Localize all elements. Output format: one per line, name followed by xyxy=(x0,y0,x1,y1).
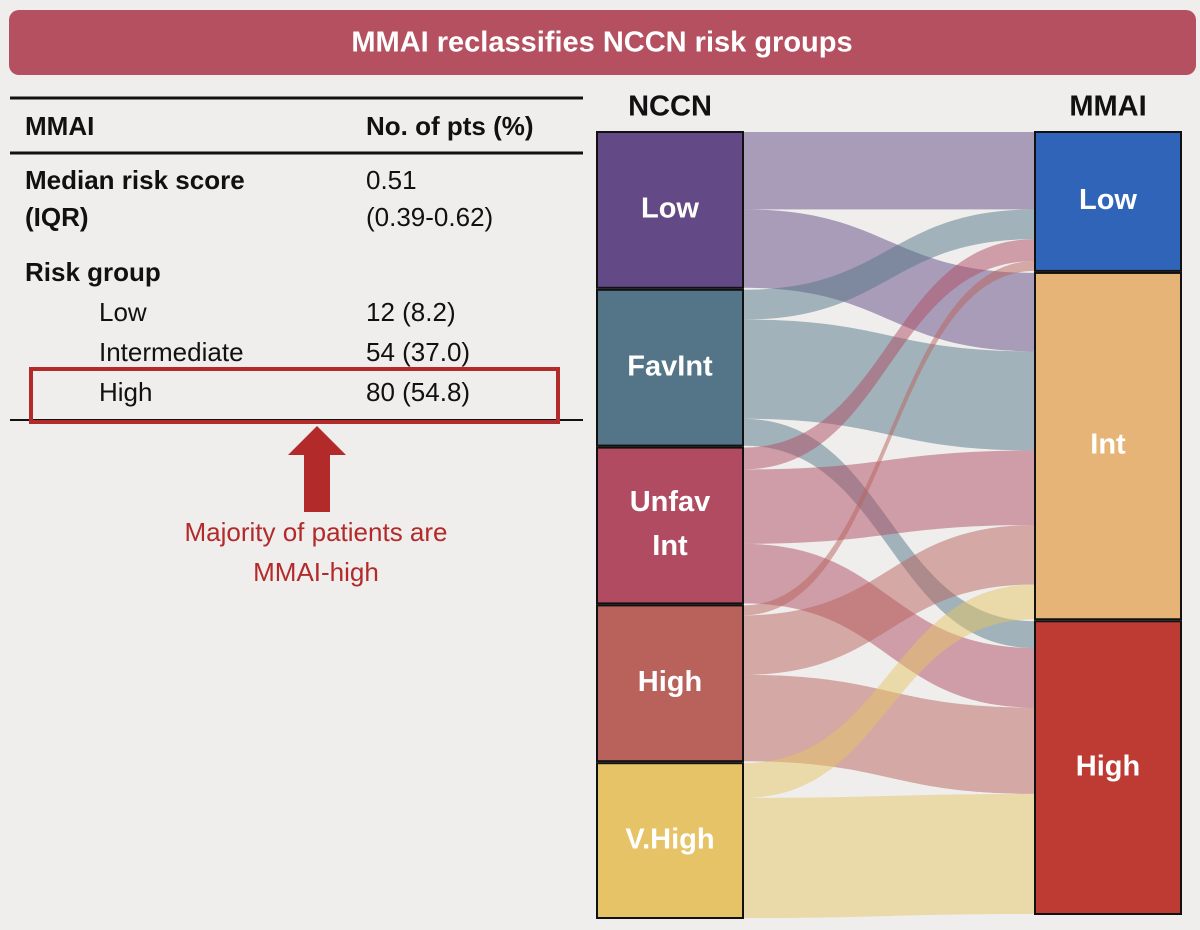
node xyxy=(596,288,744,447)
node xyxy=(1034,620,1182,915)
node xyxy=(596,446,744,605)
node-label: High xyxy=(638,666,702,698)
cell: 80 (54.8) xyxy=(366,377,470,407)
node xyxy=(1034,271,1182,621)
node xyxy=(1034,131,1182,272)
node-label: FavInt xyxy=(627,350,713,382)
cell: (0.39-0.62) xyxy=(366,202,493,232)
node xyxy=(596,762,744,919)
node-label: V.High xyxy=(625,823,714,855)
node-label: Unfav xyxy=(630,486,711,518)
cell: 12 (8.2) xyxy=(366,297,456,327)
flow xyxy=(743,209,1035,352)
flow xyxy=(743,319,1035,451)
node-label: Int xyxy=(652,530,688,562)
axis-title: NCCN xyxy=(628,91,712,123)
title: MMAI reclassifies NCCN risk groups xyxy=(351,27,852,59)
flow xyxy=(743,209,1035,320)
row-label: Intermediate xyxy=(99,337,244,367)
flow xyxy=(743,584,1035,798)
flow xyxy=(743,261,1035,616)
table-header: No. of pts (%) xyxy=(366,111,534,141)
arrow xyxy=(288,426,346,512)
flow xyxy=(743,239,1035,470)
axis-title: MMAI xyxy=(1069,91,1146,123)
annotation: MMAI-high xyxy=(253,557,379,587)
title-banner xyxy=(9,10,1196,75)
node-label: High xyxy=(1076,750,1140,782)
row-label: Risk group xyxy=(25,257,161,287)
row-label: Median risk score xyxy=(25,165,245,195)
flow xyxy=(743,132,1035,210)
row-label: (IQR) xyxy=(25,202,89,232)
flow xyxy=(743,793,1035,918)
node xyxy=(596,131,744,289)
node-label: Low xyxy=(641,193,699,225)
flow xyxy=(743,524,1035,675)
row-label: Low xyxy=(99,297,147,327)
node xyxy=(596,604,744,763)
annotation: Majority of patients are xyxy=(184,517,447,547)
table-header: MMAI xyxy=(25,111,94,141)
sankey: Low FavInt Unfav Int High V.High Low Int High xyxy=(596,131,1182,919)
cell: 0.51 xyxy=(366,165,417,195)
cell: 54 (37.0) xyxy=(366,337,470,367)
highlight-box xyxy=(29,367,560,424)
node-label: Int xyxy=(1090,429,1126,461)
row-label: High xyxy=(99,377,152,407)
flow xyxy=(743,450,1035,544)
node-label: Low xyxy=(1079,184,1137,216)
